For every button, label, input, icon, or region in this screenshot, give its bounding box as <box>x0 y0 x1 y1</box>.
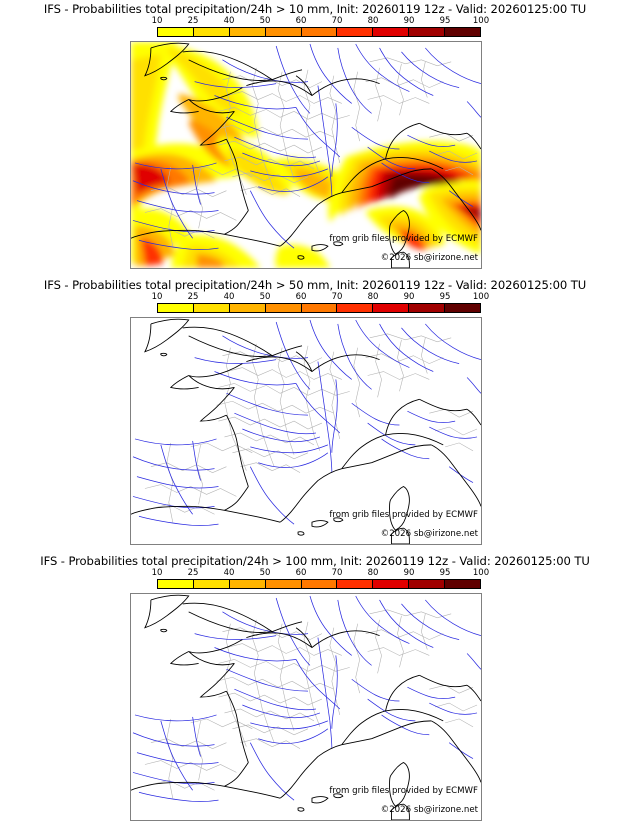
colorbar-swatches <box>157 579 481 589</box>
colorbar-tick-10: 10 <box>151 292 163 302</box>
map-svg <box>131 318 481 544</box>
colorbar-tick-25: 25 <box>187 292 199 302</box>
colorbar-tick-80: 80 <box>367 16 379 26</box>
rivers <box>132 595 481 803</box>
colorbar-swatch-60-70 <box>301 304 338 312</box>
colorbar-tick-80: 80 <box>367 568 379 578</box>
colorbar-ticks: 10 25 40 50 60 70 80 90 95 100 <box>152 568 490 579</box>
map-canvas-10mm[interactable]: from grib files provided by ECMWF ©2026 … <box>130 41 482 269</box>
colorbar-swatch-80-90 <box>373 304 410 312</box>
panel-title: IFS - Probabilities total precipitation/… <box>43 278 587 292</box>
colorbar: 10 25 40 50 60 70 80 90 95 100 <box>152 292 490 314</box>
panel-100mm: IFS - Probabilities total precipitation/… <box>0 552 630 828</box>
colorbar-tick-70: 70 <box>331 16 343 26</box>
colorbar-tick-90: 90 <box>403 568 415 578</box>
colorbar-tick-50: 50 <box>259 16 271 26</box>
colorbar-swatch-50-60 <box>265 580 302 588</box>
colorbar-swatches <box>157 27 481 37</box>
probability-field <box>131 42 481 268</box>
colorbar-tick-90: 90 <box>403 16 415 26</box>
colorbar-swatch-50-60 <box>265 28 302 36</box>
credit-ecmwf: from grib files provided by ECMWF <box>329 786 478 796</box>
colorbar-swatch-70-80 <box>337 28 374 36</box>
colorbar-swatch-40-50 <box>229 580 266 588</box>
colorbar-tick-40: 40 <box>223 568 235 578</box>
colorbar-swatch-60-70 <box>301 28 338 36</box>
colorbar-swatch-80-90 <box>373 580 410 588</box>
colorbar-swatches <box>157 303 481 313</box>
colorbar-tick-40: 40 <box>223 292 235 302</box>
colorbar-tick-25: 25 <box>187 16 199 26</box>
colorbar-tick-10: 10 <box>151 16 163 26</box>
colorbar-tick-90: 90 <box>403 292 415 302</box>
colorbar-tick-95: 95 <box>439 16 451 26</box>
colorbar-tick-10: 10 <box>151 568 163 578</box>
colorbar: 10 25 40 50 60 70 80 90 95 100 <box>152 568 490 590</box>
colorbar-tick-60: 60 <box>295 16 307 26</box>
colorbar-swatch-10-25 <box>158 28 194 36</box>
colorbar-ticks: 10 25 40 50 60 70 80 90 95 100 <box>152 292 490 303</box>
colorbar-tick-100: 100 <box>472 16 490 26</box>
colorbar-tick-70: 70 <box>331 292 343 302</box>
admin-borders <box>144 609 478 799</box>
colorbar-swatch-25-40 <box>193 28 230 36</box>
map-canvas-100mm[interactable]: from grib files provided by ECMWF ©2026 … <box>130 593 482 821</box>
map-geography <box>131 594 481 820</box>
colorbar-tick-70: 70 <box>331 568 343 578</box>
panel-50mm: IFS - Probabilities total precipitation/… <box>0 276 630 552</box>
panel-10mm: IFS - Probabilities total precipitation/… <box>0 0 630 276</box>
colorbar-swatch-95-100 <box>445 28 481 36</box>
colorbar-swatch-25-40 <box>193 304 230 312</box>
panel-title: IFS - Probabilities total precipitation/… <box>43 2 587 16</box>
coastlines <box>131 594 481 820</box>
colorbar-tick-60: 60 <box>295 292 307 302</box>
colorbar-swatch-10-25 <box>158 304 194 312</box>
colorbar-swatch-25-40 <box>193 580 230 588</box>
credit-copyright: ©2026 sb@irizone.net <box>380 253 478 263</box>
colorbar-swatch-70-80 <box>337 304 374 312</box>
colorbar-swatch-95-100 <box>445 580 481 588</box>
colorbar-swatch-50-60 <box>265 304 302 312</box>
colorbar-tick-80: 80 <box>367 292 379 302</box>
rivers <box>132 319 481 527</box>
colorbar-tick-40: 40 <box>223 16 235 26</box>
admin-borders <box>144 333 478 523</box>
colorbar-swatch-90-95 <box>409 304 446 312</box>
colorbar-swatch-10-25 <box>158 580 194 588</box>
colorbar-swatch-80-90 <box>373 28 410 36</box>
colorbar-tick-50: 50 <box>259 292 271 302</box>
colorbar-tick-50: 50 <box>259 568 271 578</box>
colorbar: 10 25 40 50 60 70 80 90 95 100 <box>152 16 490 38</box>
colorbar-tick-95: 95 <box>439 292 451 302</box>
map-geography <box>131 318 481 544</box>
colorbar-ticks: 10 25 40 50 60 70 80 90 95 100 <box>152 16 490 27</box>
map-svg <box>131 594 481 820</box>
colorbar-tick-25: 25 <box>187 568 199 578</box>
colorbar-swatch-60-70 <box>301 580 338 588</box>
colorbar-swatch-40-50 <box>229 28 266 36</box>
map-svg <box>131 42 481 268</box>
rivers <box>132 43 481 251</box>
credit-ecmwf: from grib files provided by ECMWF <box>329 510 478 520</box>
colorbar-tick-100: 100 <box>472 292 490 302</box>
colorbar-swatch-95-100 <box>445 304 481 312</box>
colorbar-swatch-70-80 <box>337 580 374 588</box>
credit-copyright: ©2026 sb@irizone.net <box>380 805 478 815</box>
credit-copyright: ©2026 sb@irizone.net <box>380 529 478 539</box>
coastlines <box>131 318 481 544</box>
map-geography <box>131 42 481 268</box>
coastlines <box>131 42 481 268</box>
colorbar-swatch-90-95 <box>409 580 446 588</box>
credit-ecmwf: from grib files provided by ECMWF <box>329 234 478 244</box>
colorbar-swatch-40-50 <box>229 304 266 312</box>
panel-title: IFS - Probabilities total precipitation/… <box>40 554 590 568</box>
colorbar-tick-60: 60 <box>295 568 307 578</box>
colorbar-swatch-90-95 <box>409 28 446 36</box>
colorbar-tick-100: 100 <box>472 568 490 578</box>
colorbar-tick-95: 95 <box>439 568 451 578</box>
map-canvas-50mm[interactable]: from grib files provided by ECMWF ©2026 … <box>130 317 482 545</box>
